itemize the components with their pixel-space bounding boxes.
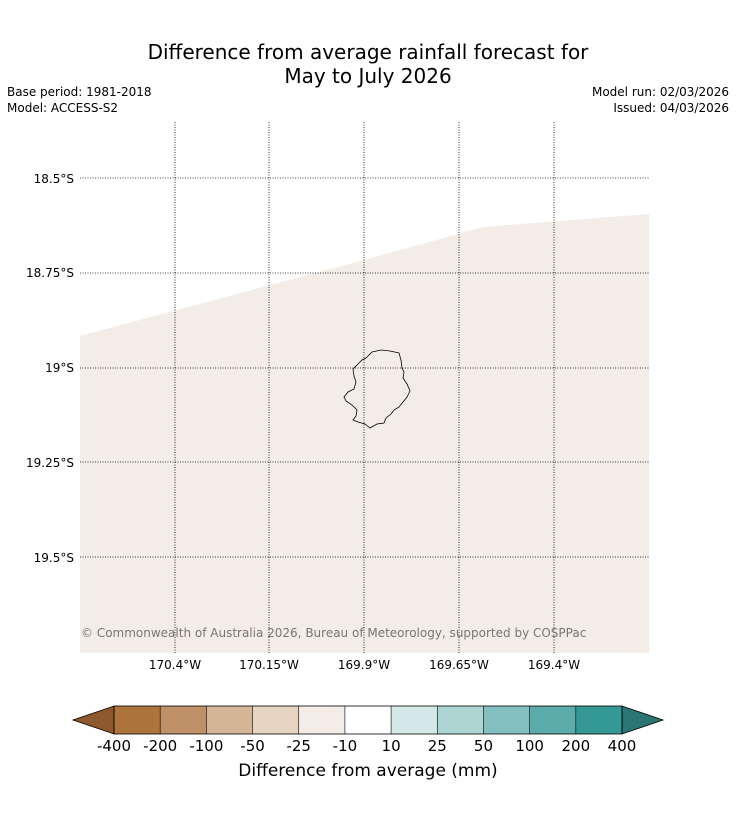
colorbar-tick-label: -10 [333, 737, 358, 755]
colorbar-tick-label: 10 [382, 737, 401, 755]
issued-date: Issued: 04/03/2026 [613, 101, 729, 115]
colorbar-tick-label: -200 [143, 737, 177, 755]
colorbar-segment [437, 706, 484, 734]
colorbar-outline [113, 705, 623, 735]
colorbar-tick-label: 25 [428, 737, 447, 755]
colorbar-segment [391, 706, 438, 734]
colorbar-tick-label: 400 [608, 737, 637, 755]
colorbar-segment [529, 706, 576, 734]
colorbar: -400 -200 -100 -50 -25 -10 10 25 50 100 200 400 [71, 705, 665, 755]
colorbar-segment [483, 706, 530, 734]
colorbar-segment [114, 706, 161, 734]
colorbar-segment [160, 706, 207, 734]
colorbar-tick-label: 100 [515, 737, 544, 755]
base-period: Base period: 1981-2018 [7, 85, 152, 99]
lat-label-3: 19°S [45, 361, 74, 375]
lon-label-5: 169.4°W [528, 658, 580, 672]
colorbar-tick-label: 200 [561, 737, 590, 755]
colorbar-segment [206, 706, 253, 734]
colorbar-tick-label: -25 [286, 737, 311, 755]
lat-label-1: 18.5°S [34, 172, 74, 186]
colorbar-tick-label: -50 [240, 737, 265, 755]
lon-label-1: 170.4°W [149, 658, 201, 672]
lon-label-4: 169.65°W [429, 658, 489, 672]
colorbar-segment [575, 706, 622, 734]
map-title-line2: May to July 2026 [284, 64, 452, 88]
colorbar-tick-label: -100 [189, 737, 223, 755]
colorbar-tick-label: -400 [97, 737, 131, 755]
colorbar-under-arrow [71, 705, 115, 735]
model-name: Model: ACCESS-S2 [7, 101, 119, 115]
lat-label-5: 19.5°S [34, 551, 74, 565]
lat-label-2: 18.75°S [26, 266, 74, 280]
colorbar-segment [344, 706, 392, 734]
lon-label-2: 170.15°W [239, 658, 299, 672]
colorbar-segment [298, 706, 345, 734]
island-coastline [343, 349, 411, 429]
colorbar-over-arrow [621, 705, 665, 735]
lon-label-3: 169.9°W [338, 658, 390, 672]
copyright-notice: © Commonwealth of Australia 2026, Bureau… [81, 626, 586, 640]
model-run: Model run: 02/03/2026 [591, 85, 729, 99]
colorbar-tick-label: 50 [474, 737, 493, 755]
forecast-shade-region [80, 214, 649, 653]
colorbar-segment [252, 706, 299, 734]
lat-label-4: 19.25°S [26, 456, 74, 470]
colorbar-label: Difference from average (mm) [238, 761, 498, 781]
map-title-line1: Difference from average rainfall forecas… [147, 40, 589, 64]
